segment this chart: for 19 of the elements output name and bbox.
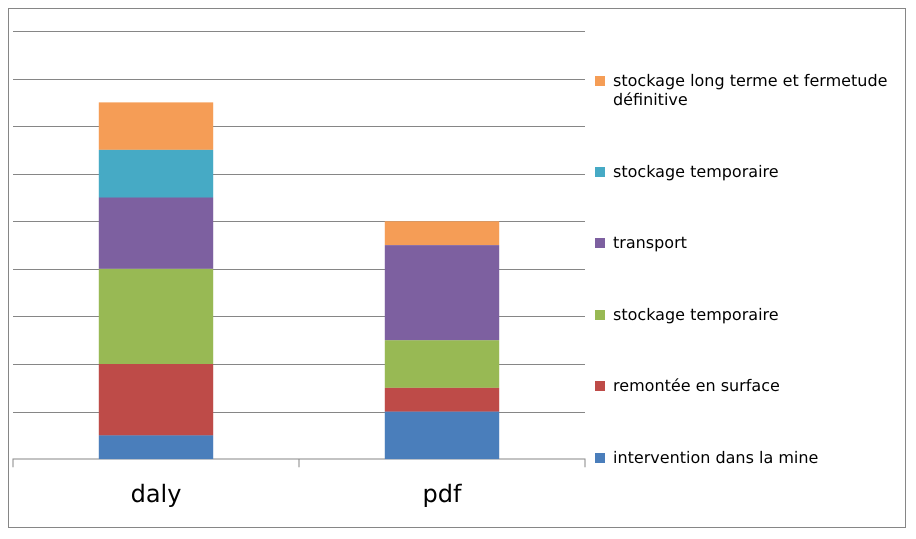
bar	[98, 268, 214, 364]
legend-label: remontée en surface	[613, 376, 780, 396]
bar	[98, 198, 214, 269]
bar	[384, 340, 500, 388]
legend-label: intervention dans la mine	[613, 448, 818, 467]
bar	[98, 102, 214, 150]
x-tick-label: pdf	[422, 480, 462, 508]
bar	[384, 221, 500, 246]
legend-label: stockage temporaire	[613, 304, 779, 324]
bar	[98, 364, 214, 436]
bar	[384, 245, 500, 340]
legend-label: stockage long terme et fermetude définitive	[613, 71, 888, 109]
bar	[384, 388, 500, 412]
bar	[98, 435, 214, 460]
bar	[98, 150, 214, 198]
bar	[384, 412, 500, 460]
legend-label: transport	[613, 233, 687, 252]
legend-label: stockage temporaire	[613, 162, 779, 181]
x-tick-label: daly	[130, 480, 182, 508]
